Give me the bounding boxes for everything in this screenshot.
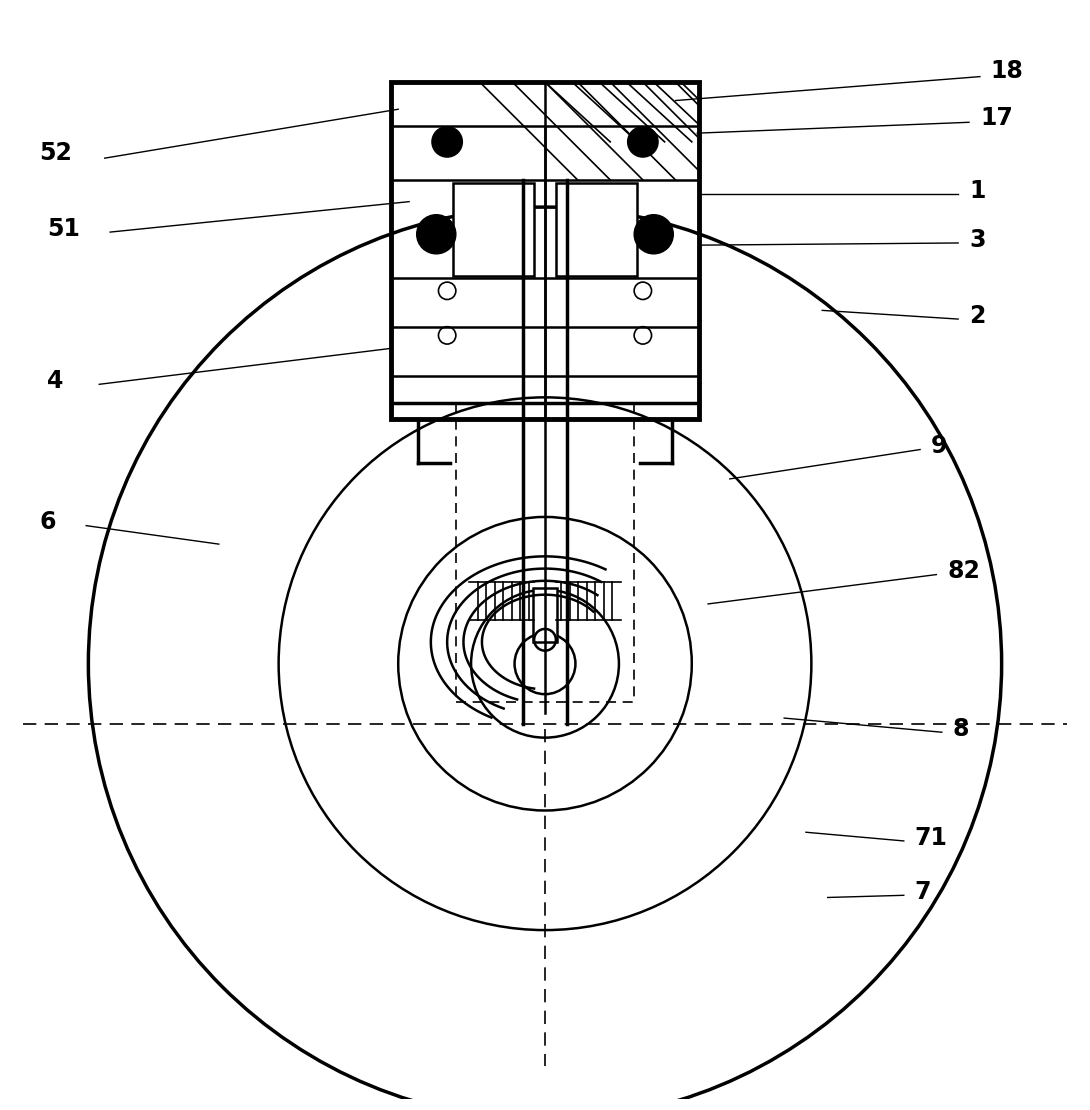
Circle shape	[432, 127, 462, 158]
Bar	[452, 183, 534, 275]
Text: 18: 18	[991, 59, 1024, 83]
Text: 8: 8	[953, 717, 969, 741]
Bar	[556, 183, 638, 275]
Text: 6: 6	[39, 511, 56, 534]
Text: 7: 7	[915, 880, 931, 904]
Bar	[390, 82, 700, 420]
Bar	[533, 587, 557, 642]
Text: 51: 51	[47, 216, 80, 241]
Circle shape	[416, 214, 456, 254]
Text: 82: 82	[947, 559, 980, 584]
Text: 4: 4	[47, 369, 63, 393]
Text: 71: 71	[915, 826, 947, 849]
Text: 17: 17	[980, 105, 1013, 130]
Text: 3: 3	[969, 228, 985, 252]
Text: 1: 1	[969, 179, 985, 203]
Text: 52: 52	[39, 141, 72, 164]
Text: 9: 9	[931, 434, 947, 458]
Text: 2: 2	[969, 304, 985, 327]
Circle shape	[628, 127, 658, 158]
Circle shape	[634, 214, 674, 254]
